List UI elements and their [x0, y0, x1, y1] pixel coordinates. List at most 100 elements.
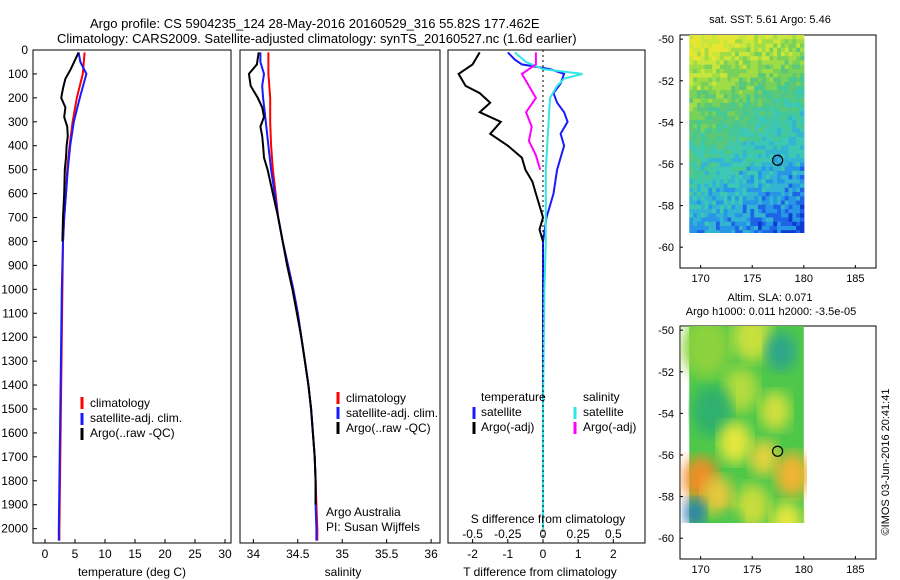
sst-cell — [773, 187, 778, 193]
sst-cell — [731, 47, 736, 53]
sst-cell — [689, 183, 694, 189]
sst-cell — [712, 81, 717, 87]
sst-cell — [784, 213, 790, 219]
sst-cell — [761, 170, 767, 176]
sst-cell — [769, 119, 774, 125]
sst-cell — [712, 85, 717, 91]
sst-cell — [727, 43, 732, 49]
sst-cell — [769, 43, 774, 49]
sst-cell — [719, 166, 725, 172]
sst-cell — [693, 128, 698, 134]
sst-cell — [746, 119, 751, 125]
sst-cell — [765, 179, 771, 185]
sst-cell — [689, 132, 694, 138]
sst-cell — [689, 196, 694, 202]
sst-cell — [750, 145, 755, 151]
sst-cell — [738, 213, 744, 219]
sst-cell — [754, 196, 759, 202]
sst-cell — [742, 68, 748, 74]
lon-tick-label: 185 — [846, 273, 864, 285]
sst-cell — [757, 200, 763, 206]
sst-cell — [731, 179, 736, 185]
sst-cell — [799, 221, 805, 227]
sst-cell — [765, 115, 771, 121]
sst-cell — [765, 145, 771, 151]
sst-cell — [757, 217, 763, 223]
sst-cell — [719, 158, 725, 163]
sst-cell — [792, 111, 797, 117]
sst-cell — [773, 145, 778, 151]
sst-cell — [712, 43, 717, 49]
sst-cell — [750, 209, 755, 214]
sst-cell — [704, 119, 709, 125]
sst-cell — [777, 204, 782, 210]
sst-cell — [719, 90, 725, 96]
sst-cell — [700, 141, 706, 146]
sst-cell — [689, 158, 694, 163]
sst-cell — [689, 209, 694, 214]
sst-cell — [796, 213, 801, 219]
sst-cell — [769, 124, 774, 129]
sst-cell — [750, 119, 755, 125]
sst-cell — [704, 153, 709, 159]
sst-cell — [700, 183, 706, 189]
sst-cell — [689, 175, 694, 180]
sst-cell — [704, 204, 709, 210]
sst-cell — [719, 94, 725, 100]
sst-cell — [716, 166, 721, 172]
sst-cell — [773, 115, 778, 121]
sst-cell — [700, 73, 706, 79]
y-tick-label: 1600 — [1, 426, 28, 440]
sst-cell — [754, 209, 759, 214]
sst-cell — [746, 217, 751, 223]
sst-cell — [719, 221, 725, 227]
sst-cell — [777, 221, 782, 227]
sst-cell — [742, 175, 748, 180]
sst-cell — [693, 107, 698, 112]
sst-cell — [731, 170, 736, 176]
sst-cell — [746, 90, 751, 96]
sst-cell — [799, 51, 805, 57]
sst-cell — [773, 183, 778, 189]
sst-cell — [700, 213, 706, 219]
sst-cell — [750, 102, 755, 108]
sst-cell — [708, 128, 713, 134]
sst-cell — [777, 77, 782, 83]
sst-cell — [693, 73, 698, 79]
sst-cell — [765, 230, 771, 233]
sst-cell — [777, 111, 782, 117]
sst-cell — [765, 81, 771, 87]
sst-cell — [731, 145, 736, 151]
lon-tick-label: 180 — [795, 273, 813, 285]
sst-cell — [693, 124, 698, 129]
sst-cell — [700, 204, 706, 210]
sst-cell — [792, 225, 797, 231]
sst-cell — [796, 196, 801, 202]
sst-cell — [723, 102, 729, 108]
sst-cell — [796, 77, 801, 83]
sst-cell — [731, 107, 736, 112]
sst-cell — [757, 102, 763, 108]
sst-cell — [796, 43, 801, 49]
sst-cell — [746, 102, 751, 108]
sst-cell — [750, 94, 755, 100]
sst-cell — [784, 64, 790, 70]
sst-cell — [708, 162, 713, 168]
sst-cell — [765, 170, 771, 176]
sst-cell — [769, 183, 774, 189]
sst-cell — [780, 124, 786, 129]
sst-cell — [773, 200, 778, 206]
sst-cell — [777, 115, 782, 121]
sst-cell — [780, 119, 786, 125]
sst-cell — [769, 225, 774, 231]
sst-cell — [723, 85, 729, 91]
sst-cell — [769, 47, 774, 53]
sst-cell — [712, 77, 717, 83]
sst-cell — [746, 60, 751, 66]
sst-cell — [754, 115, 759, 121]
sst-cell — [742, 213, 748, 219]
sst-cell — [704, 77, 709, 83]
sst-cell — [799, 43, 805, 49]
sst-cell — [754, 90, 759, 96]
sst-cell — [704, 166, 709, 172]
